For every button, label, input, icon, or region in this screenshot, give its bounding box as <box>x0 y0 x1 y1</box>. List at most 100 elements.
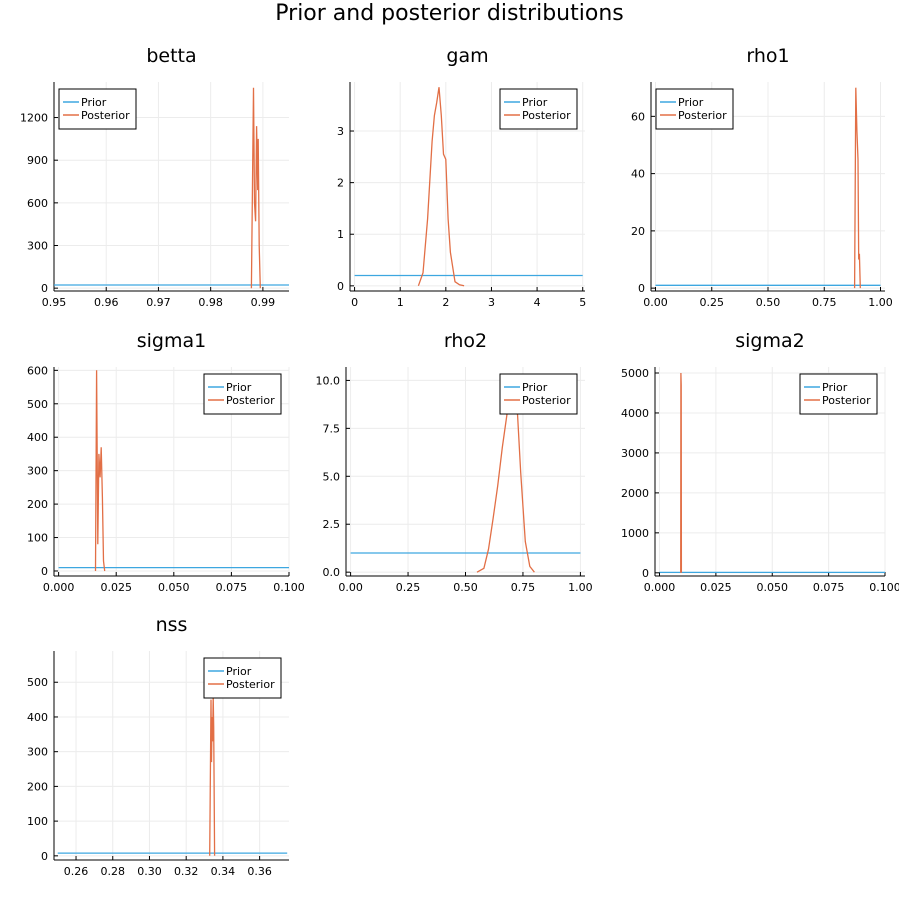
y-tick-label: 600 <box>27 197 48 210</box>
legend-label: Posterior <box>81 109 130 122</box>
y-tick-label: 3000 <box>621 447 649 460</box>
x-tick-label: 0.75 <box>812 296 837 309</box>
y-tick-label: 7.5 <box>323 422 341 435</box>
x-tick-label: 0 <box>351 296 358 309</box>
legend-label: Prior <box>81 96 107 109</box>
y-tick-label: 0 <box>41 282 48 295</box>
x-tick-label: 2 <box>442 296 449 309</box>
y-tick-label: 1 <box>337 228 344 241</box>
x-tick-label: 0.050 <box>757 581 789 594</box>
figure-title: Prior and posterior distributions <box>275 1 624 26</box>
panel-betta: 0.95 0.96 0.97 0.98 0.99 0 300 600 900 1200 betta P… <box>20 45 289 309</box>
legend-box <box>203 373 282 415</box>
series-line-posterior <box>853 87 861 289</box>
y-tick-label: 500 <box>27 398 48 411</box>
x-tick-label: 0.25 <box>700 296 725 309</box>
legend-box <box>499 88 578 130</box>
series-line-posterior <box>417 87 465 287</box>
panel-nss: 0.26 0.28 0.30 0.32 0.34 0.36 0 100 200 300 400 500… <box>27 614 289 878</box>
panel-title: sigma2 <box>735 330 804 352</box>
legend-box <box>655 88 734 130</box>
panel-rho1: 0.00 0.25 0.50 0.75 1.00 0 20 40 60 rho1 PriorPost… <box>631 45 893 309</box>
x-tick-label: 0.000 <box>644 581 676 594</box>
y-tick-label: 500 <box>27 676 48 689</box>
y-tick-label: 100 <box>27 532 48 545</box>
panel-title: gam <box>446 45 488 67</box>
x-tick-label: 0.32 <box>174 865 199 878</box>
panel-title: rho1 <box>746 45 789 67</box>
y-tick-label: 0 <box>41 565 48 578</box>
legend-label: Posterior <box>226 678 275 691</box>
y-tick-label: 200 <box>27 498 48 511</box>
y-tick-label: 300 <box>27 465 48 478</box>
y-tick-label: 4000 <box>621 407 649 420</box>
x-tick-label: 0.025 <box>700 581 732 594</box>
y-tick-label: 60 <box>631 110 645 123</box>
x-tick-label: 0.98 <box>198 296 223 309</box>
x-tick-label: 0.34 <box>211 865 236 878</box>
y-tick-label: 20 <box>631 225 645 238</box>
x-tick-label: 4 <box>534 296 541 309</box>
y-tick-label: 0 <box>41 850 48 863</box>
y-tick-label: 0 <box>638 282 645 295</box>
y-tick-label: 10.0 <box>316 374 341 387</box>
y-tick-label: 2000 <box>621 487 649 500</box>
legend-label: Prior <box>226 665 252 678</box>
legend-label: Posterior <box>822 394 871 407</box>
y-tick-label: 1000 <box>621 527 649 540</box>
x-tick-label: 0.075 <box>216 581 248 594</box>
x-tick-label: 0.000 <box>43 581 75 594</box>
y-tick-label: 400 <box>27 711 48 724</box>
panel-rho2: 0.00 0.25 0.50 0.75 1.00 0.0 2.5 5.0 7.5 10.0 rho2… <box>316 330 593 594</box>
y-tick-label: 0.0 <box>323 566 341 579</box>
legend-box <box>203 657 282 699</box>
series-line-posterior <box>680 372 683 573</box>
legend-label: Prior <box>226 381 252 394</box>
y-tick-label: 0 <box>642 567 649 580</box>
x-tick-label: 0.075 <box>813 581 845 594</box>
y-tick-label: 900 <box>27 154 48 167</box>
x-tick-label: 0.75 <box>511 581 536 594</box>
legend-label: Posterior <box>226 394 275 407</box>
x-tick-label: 1.00 <box>868 296 893 309</box>
panel-sigma1: 0.000 0.025 0.050 0.075 0.100 0 100 200 300 400 50… <box>27 330 305 594</box>
x-tick-label: 5 <box>579 296 586 309</box>
x-tick-label: 0.00 <box>643 296 668 309</box>
y-tick-label: 5000 <box>621 367 649 380</box>
legend-box <box>799 373 878 415</box>
legend-label: Prior <box>822 381 848 394</box>
x-tick-label: 1 <box>397 296 404 309</box>
legend-label: Prior <box>522 96 548 109</box>
legend-label: Prior <box>678 96 704 109</box>
x-tick-label: 1.00 <box>568 581 593 594</box>
y-tick-label: 400 <box>27 431 48 444</box>
y-tick-label: 300 <box>27 746 48 759</box>
panel-sigma2: 0.000 0.025 0.050 0.075 0.100 0 1000 2000 3000 40… <box>621 330 899 594</box>
x-tick-label: 0.97 <box>146 296 171 309</box>
x-tick-label: 0.100 <box>869 581 899 594</box>
legend-box <box>58 88 137 130</box>
x-tick-label: 0.99 <box>251 296 276 309</box>
x-tick-label: 0.96 <box>94 296 119 309</box>
panel-title: nss <box>156 614 188 636</box>
panel-title: rho2 <box>444 330 487 352</box>
legend-box <box>499 373 578 415</box>
y-tick-label: 0 <box>337 280 344 293</box>
x-tick-label: 0.50 <box>756 296 781 309</box>
x-tick-label: 3 <box>488 296 495 309</box>
legend-label: Posterior <box>522 109 571 122</box>
x-tick-label: 0.100 <box>273 581 305 594</box>
y-tick-label: 300 <box>27 240 48 253</box>
x-tick-label: 0.00 <box>338 581 363 594</box>
y-tick-label: 600 <box>27 364 48 377</box>
y-tick-label: 100 <box>27 815 48 828</box>
x-tick-label: 0.28 <box>101 865 126 878</box>
x-tick-label: 0.50 <box>453 581 478 594</box>
